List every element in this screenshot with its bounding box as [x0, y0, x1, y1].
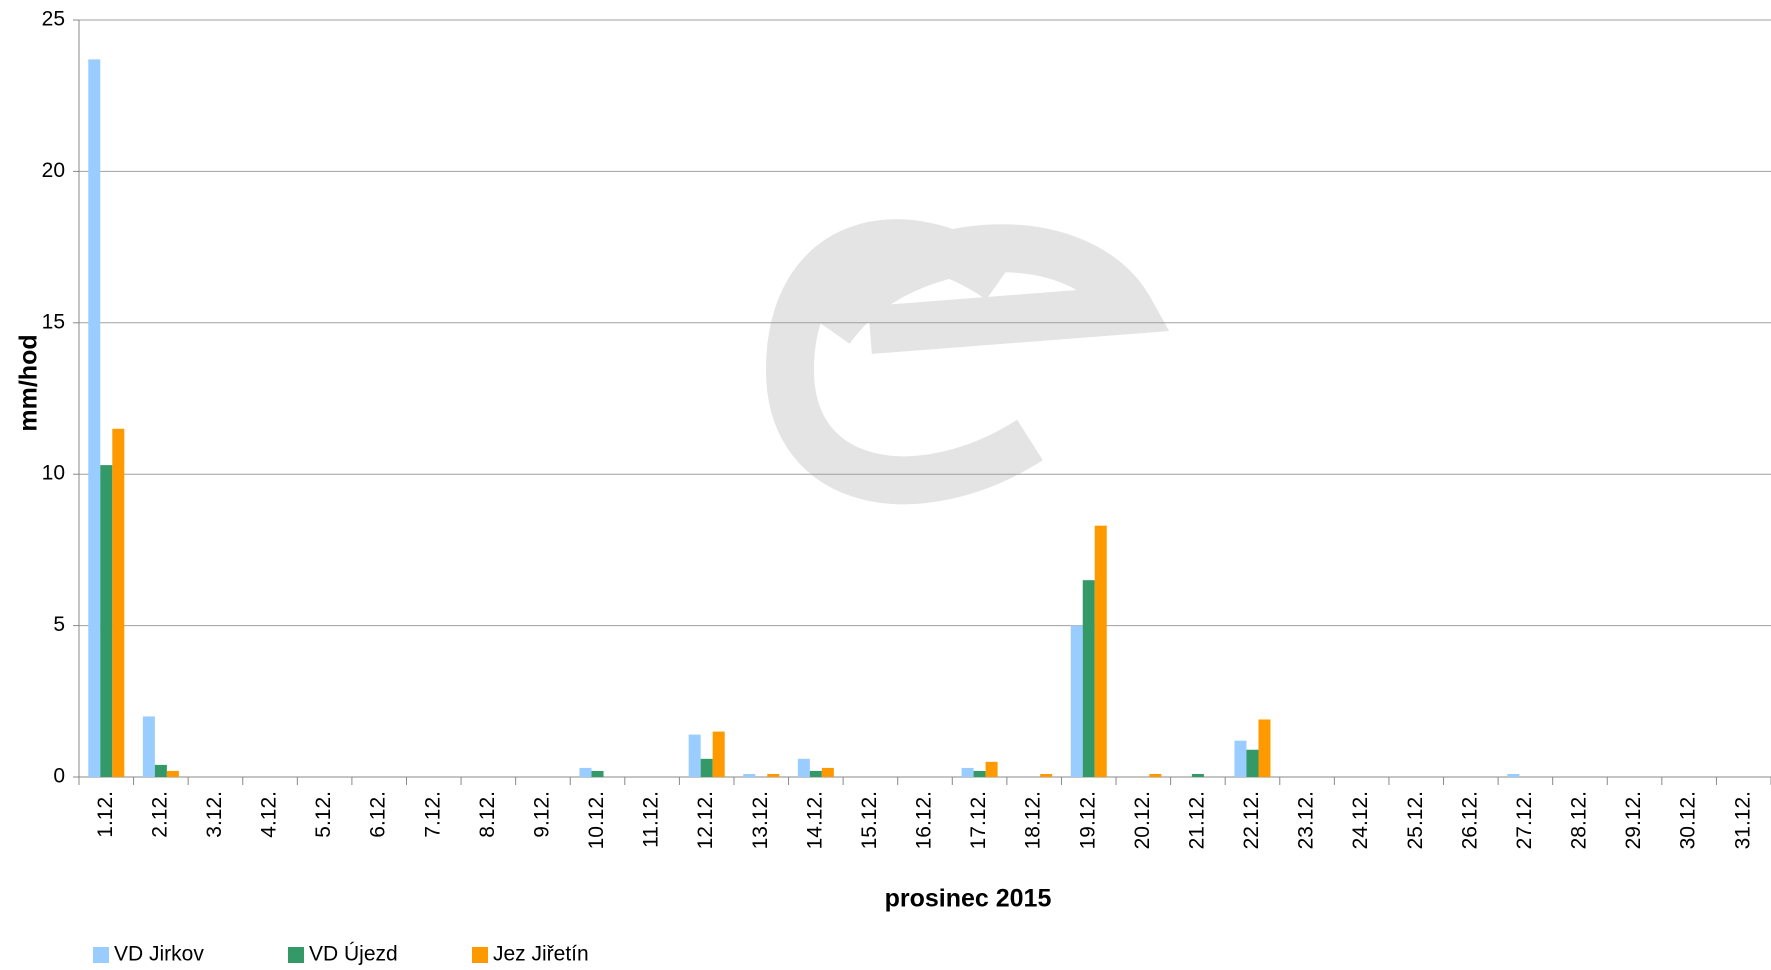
x-tick-label: 30.12. [1677, 791, 1700, 849]
x-tick-label: 11.12. [640, 791, 663, 848]
x-tick-label: 20.12. [1131, 791, 1154, 849]
legend-label: Jez Jiřetín [493, 943, 589, 966]
bar [1082, 580, 1095, 777]
x-tick-label: 1.12. [94, 791, 117, 838]
x-tick-label: 15.12. [858, 791, 881, 849]
bar [961, 767, 974, 777]
bar [154, 764, 167, 777]
bar [1149, 773, 1162, 777]
x-tick-label: 29.12. [1622, 791, 1645, 849]
x-tick-label: 10.12. [585, 791, 608, 849]
bar [166, 770, 179, 777]
x-axis-title: prosinec 2015 [885, 885, 1052, 913]
bar [579, 767, 592, 777]
y-tick-label: 0 [53, 765, 65, 788]
bar [700, 758, 713, 777]
bar [1258, 719, 1271, 777]
x-tick-label: 8.12. [476, 791, 499, 838]
bar [985, 761, 998, 777]
x-tick-label: 31.12. [1731, 791, 1754, 849]
bar [100, 465, 113, 777]
legend-swatch [288, 947, 304, 963]
y-tick-label: 25 [42, 8, 65, 31]
bar [1094, 525, 1107, 777]
bar [797, 758, 810, 777]
x-tick-label: 28.12. [1568, 791, 1591, 849]
legend-label: VD Újezd [309, 943, 398, 966]
x-tick-label: 12.12. [694, 791, 717, 849]
y-tick-label: 20 [42, 159, 65, 182]
x-tick-label: 23.12. [1295, 791, 1318, 849]
y-axis-title: mm/hod [15, 334, 43, 431]
x-tick-label: 6.12. [367, 791, 390, 838]
bar [1040, 773, 1053, 777]
legend-swatch [93, 947, 109, 963]
x-tick-label: 18.12. [1022, 791, 1045, 849]
x-tick-label: 14.12. [803, 791, 826, 849]
x-tick-label: 13.12. [749, 791, 772, 849]
x-tick-label: 9.12. [530, 791, 553, 838]
bar [1507, 773, 1520, 777]
x-tick-label: 25.12. [1404, 791, 1427, 849]
bar [973, 770, 986, 777]
x-tick-label: 26.12. [1458, 791, 1481, 849]
x-tick-label: 7.12. [421, 791, 444, 838]
x-tick-label: 19.12. [1076, 791, 1099, 849]
x-tick-label: 22.12. [1240, 791, 1263, 849]
bar [591, 770, 604, 777]
bar [743, 773, 756, 777]
x-tick-label: 5.12. [312, 791, 335, 838]
x-tick-label: 4.12. [258, 791, 281, 838]
watermark [765, 219, 1170, 505]
bar [1246, 749, 1259, 777]
bar [688, 734, 701, 777]
y-tick-label: 15 [42, 310, 65, 333]
bar [112, 428, 125, 777]
y-tick-label: 10 [42, 462, 65, 485]
x-tick-label: 24.12. [1349, 791, 1372, 849]
x-tick-label: 3.12. [203, 791, 226, 838]
x-tick-label: 17.12. [967, 791, 990, 849]
bar [712, 731, 725, 777]
x-tick-label: 21.12. [1185, 791, 1208, 849]
x-tick-label: 27.12. [1513, 791, 1536, 849]
legend-label: VD Jirkov [114, 943, 204, 966]
x-tick-label: 2.12. [148, 791, 171, 838]
bar [1191, 773, 1204, 777]
bar [821, 767, 834, 777]
legend-swatch [472, 947, 488, 963]
y-tick-label: 5 [53, 613, 65, 636]
bar [142, 716, 155, 777]
bar [767, 773, 780, 777]
bar [1070, 625, 1083, 777]
x-tick-label: 16.12. [913, 791, 936, 849]
bar [88, 59, 101, 777]
bar [809, 770, 822, 777]
bar [1234, 740, 1247, 777]
